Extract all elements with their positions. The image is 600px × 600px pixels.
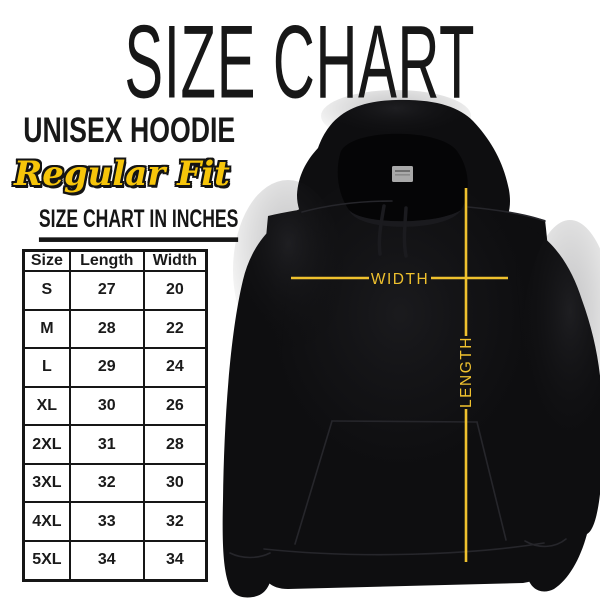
size-cell: S bbox=[22, 270, 71, 311]
product-fit: Regular Fit bbox=[14, 154, 230, 194]
header-row: Size Length Width bbox=[22, 249, 208, 272]
seam-hem bbox=[263, 542, 545, 556]
fabric-highlight-hood bbox=[321, 90, 471, 142]
length-cell: 32 bbox=[68, 462, 145, 504]
width-cell: 24 bbox=[142, 347, 208, 388]
table-row: 5XL 34 34 bbox=[22, 539, 208, 582]
size-table-head: Size Length Width bbox=[22, 249, 208, 272]
drawstrings bbox=[377, 204, 408, 258]
width-cell: 32 bbox=[142, 501, 208, 542]
neck-tag bbox=[392, 166, 413, 182]
seam-pocket-right bbox=[476, 421, 507, 541]
seam-shoulder-left bbox=[301, 200, 393, 213]
table-row: 4XL 33 32 bbox=[22, 501, 208, 542]
seam-pocket-top bbox=[331, 420, 478, 423]
size-table-body: S 27 20 M 28 22 L 29 24 XL 30 26 2XL 31 28 3XL 32 30 4XL 33… bbox=[22, 270, 208, 582]
length-cell: 27 bbox=[68, 270, 145, 311]
length-cell: 29 bbox=[68, 347, 145, 388]
fabric-highlight-right bbox=[522, 220, 600, 480]
size-cell: XL bbox=[22, 385, 71, 427]
width-cell: 26 bbox=[142, 385, 208, 427]
seam-shoulder-right bbox=[467, 206, 546, 222]
seam-pocket-left bbox=[294, 420, 333, 545]
width-cell: 22 bbox=[142, 308, 208, 350]
table-row: M 28 22 bbox=[22, 308, 208, 350]
size-cell: 4XL bbox=[22, 501, 71, 542]
size-cell: L bbox=[22, 347, 71, 388]
size-cell: 5XL bbox=[22, 539, 71, 582]
column-header-size: Size bbox=[22, 249, 71, 272]
table-row: S 27 20 bbox=[22, 270, 208, 311]
size-cell: 2XL bbox=[22, 424, 71, 465]
length-cell: 28 bbox=[68, 308, 145, 350]
size-table: Size Length Width S 27 20 M 28 22 L 29 24 XL 30 26 2XL… bbox=[22, 249, 208, 582]
table-row: XL 30 26 bbox=[22, 385, 208, 427]
seam-cuff-right bbox=[524, 538, 567, 548]
size-cell: 3XL bbox=[22, 462, 71, 504]
hood-collar-shadow bbox=[349, 210, 461, 227]
length-cell: 31 bbox=[68, 424, 145, 465]
table-row: 3XL 32 30 bbox=[22, 462, 208, 504]
size-table-heading: SIZE CHART IN INCHES bbox=[38, 204, 239, 242]
table-row: L 29 24 bbox=[22, 347, 208, 388]
size-cell: M bbox=[22, 308, 71, 350]
width-cell: 30 bbox=[142, 462, 208, 504]
length-label: LENGTH bbox=[458, 336, 475, 408]
width-cell: 34 bbox=[142, 539, 208, 582]
width-cell: 20 bbox=[142, 270, 208, 311]
fabric-highlight-left bbox=[233, 180, 343, 360]
length-cell: 33 bbox=[68, 501, 145, 542]
length-cell: 30 bbox=[68, 385, 145, 427]
product-name: UNISEX HOODIE bbox=[23, 112, 236, 151]
column-header-length: Length bbox=[68, 249, 145, 272]
length-cell: 34 bbox=[68, 539, 145, 582]
column-header-width: Width bbox=[142, 249, 208, 272]
width-label: WIDTH bbox=[371, 271, 429, 288]
seam-cuff-left bbox=[229, 552, 271, 559]
width-cell: 28 bbox=[142, 424, 208, 465]
left-column: UNISEX HOODIE Regular Fit SIZE CHART IN … bbox=[14, 112, 239, 242]
measurement-overlay: WIDTH LENGTH bbox=[291, 188, 508, 562]
seams bbox=[229, 200, 567, 559]
table-row: 2XL 31 28 bbox=[22, 424, 208, 465]
